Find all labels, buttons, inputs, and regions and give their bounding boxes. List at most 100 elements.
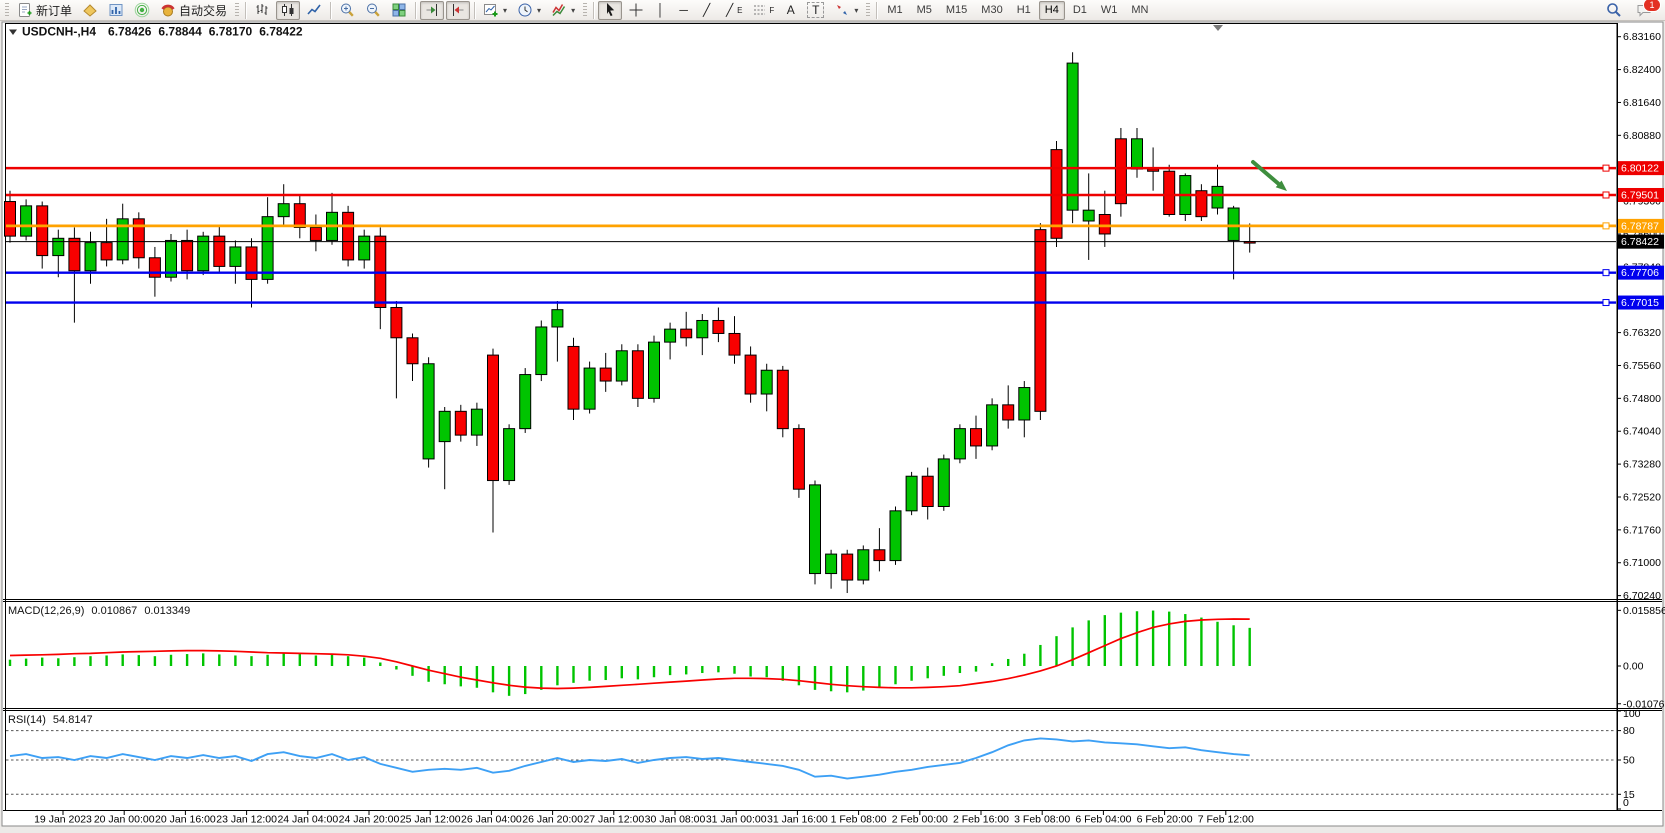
notification-badge: 1 (1643, 0, 1661, 12)
candle-body (342, 211, 355, 261)
price-line-label: 6.78787 (1618, 218, 1664, 233)
notifications-button[interactable]: 1 (1632, 0, 1661, 20)
candle (841, 549, 854, 594)
separator (593, 1, 595, 19)
time-tick-label: 6 Feb 04:00 (1075, 814, 1131, 826)
timeframe-d1-button[interactable]: D1 (1067, 1, 1093, 20)
candle (470, 402, 483, 446)
candle-body (20, 205, 33, 237)
chart-shift-marker[interactable] (1213, 25, 1223, 31)
chart-shift-icon (453, 4, 464, 16)
macd-tick-label: 0.015856 (1623, 605, 1665, 617)
candle (680, 311, 693, 347)
periods-button[interactable]: ▾ (513, 1, 545, 20)
horizontal-level-line[interactable] (6, 222, 1616, 230)
line-handle[interactable] (1602, 164, 1610, 172)
new-chart-button[interactable]: ▾ (479, 1, 511, 20)
candle (454, 404, 467, 442)
new-order-button[interactable]: 新订单 (13, 1, 76, 20)
candle (937, 454, 950, 511)
horizontal-level-line[interactable] (6, 299, 1616, 307)
time-tick-label: 1 Feb 08:00 (831, 814, 887, 826)
horizontal-level-line[interactable] (6, 269, 1616, 277)
line-chart-button[interactable] (302, 1, 326, 20)
svg-text:6.79501: 6.79501 (1621, 189, 1659, 201)
cursor-tool-button[interactable] (598, 0, 623, 20)
price-tick-label: 6.83160 (1623, 31, 1661, 43)
timeframe-h4-button[interactable]: H4 (1038, 0, 1065, 20)
shapes-tool-button[interactable]: ▾ (830, 1, 862, 20)
auto-scroll-button[interactable] (420, 0, 445, 20)
horizontal-level-line[interactable] (6, 164, 1616, 172)
time-axis[interactable]: 19 Jan 2023 20 Jan 00:00 20 Jan 16:00 23 Ja… (3, 810, 1662, 826)
trend-arrow-annotation[interactable] (1251, 160, 1287, 191)
candle (1195, 184, 1208, 221)
price-axis[interactable]: 6.831606.824006.816406.808806.801206.793… (1616, 24, 1665, 810)
vertical-line-tool-button[interactable]: │ (650, 1, 671, 20)
candlestick-chart-button[interactable] (276, 0, 301, 20)
market-watch-button[interactable] (104, 1, 128, 20)
timeframe-m15-button[interactable]: M15 (940, 1, 973, 20)
svg-text:6.80122: 6.80122 (1621, 163, 1659, 175)
candle-body (438, 410, 451, 443)
toolbar-grip[interactable] (5, 2, 9, 18)
time-tick-label: 2 Feb 16:00 (953, 814, 1009, 826)
new-order-icon (19, 3, 32, 17)
toolbar-grip[interactable] (866, 2, 871, 18)
label-tool-button[interactable]: T (803, 1, 828, 20)
channel-tool-button[interactable]: ╱ E (719, 1, 746, 20)
candle-body (599, 367, 612, 382)
crosshair-tool-button[interactable] (624, 1, 648, 20)
line-handle[interactable] (1602, 269, 1610, 277)
candle-body (905, 475, 918, 512)
horizontal-level-line[interactable] (6, 191, 1616, 199)
timeframe-m30-button[interactable]: M30 (975, 1, 1008, 20)
candle (744, 346, 757, 403)
rsi-tick-label: 15 (1623, 789, 1635, 801)
bar-chart-button[interactable] (250, 1, 274, 20)
clock-icon (518, 3, 532, 17)
toolbar-grip[interactable] (583, 2, 588, 18)
candle-body (615, 350, 628, 382)
candle (438, 407, 451, 490)
candle-body (776, 369, 789, 430)
horizontal-line-tool-button[interactable]: ─ (673, 1, 694, 20)
data-feed-button[interactable] (130, 1, 154, 20)
horizontal-line-icon: ─ (679, 3, 688, 17)
profiles-button[interactable] (78, 1, 102, 20)
toolbar-grip[interactable] (235, 2, 240, 18)
candle-body (970, 428, 982, 447)
line-handle[interactable] (1602, 299, 1610, 307)
line-handle[interactable] (1602, 191, 1610, 199)
candle-body (760, 369, 773, 395)
text-tool-button[interactable]: A (780, 1, 801, 20)
candle (1098, 190, 1111, 247)
candle (390, 301, 403, 399)
candle-body (631, 350, 644, 399)
price-line-label: 6.77015 (1618, 295, 1664, 310)
candle-body (792, 428, 805, 490)
timeframe-mn-button[interactable]: MN (1125, 1, 1154, 20)
timeframe-m1-button[interactable]: M1 (881, 1, 908, 20)
trendline-tool-button[interactable]: ╱ (696, 1, 717, 20)
timeframe-w1-button[interactable]: W1 (1095, 1, 1124, 20)
search-button[interactable] (1602, 1, 1626, 20)
timeframe-m5-button[interactable]: M5 (911, 1, 938, 20)
fibonacci-tool-button[interactable]: F (748, 1, 778, 20)
time-tick-label: 26 Jan 04:00 (461, 814, 522, 826)
dropdown-arrow-icon: ▾ (503, 5, 508, 15)
line-handle[interactable] (1602, 222, 1610, 230)
zoom-in-button[interactable] (335, 1, 359, 20)
candle-body (728, 332, 741, 356)
chart-shift-button[interactable] (446, 0, 471, 20)
indicators-button[interactable]: ▾ (547, 1, 579, 20)
chart-menu-triangle-icon[interactable] (9, 29, 17, 36)
timeframe-h1-button[interactable]: H1 (1011, 1, 1037, 20)
auto-trading-button[interactable]: 自动交易 (156, 1, 231, 20)
candle-body (583, 367, 596, 410)
tile-windows-button[interactable] (387, 1, 411, 20)
zoom-out-button[interactable] (361, 1, 385, 20)
candle-body (1018, 387, 1031, 421)
separator (330, 1, 332, 19)
